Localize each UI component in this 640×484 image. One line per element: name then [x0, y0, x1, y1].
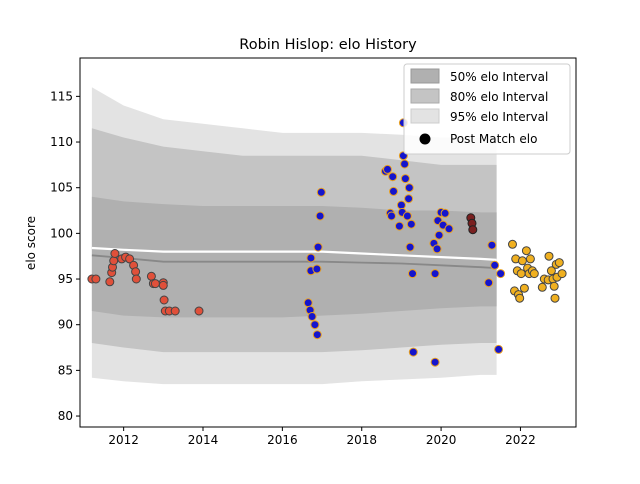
post-match-point	[307, 312, 317, 321]
post-match-point	[312, 330, 322, 340]
post-match-point	[519, 283, 529, 293]
trend-lines	[91, 246, 497, 269]
post-match-point	[109, 256, 119, 266]
post-match-point	[91, 274, 101, 284]
post-match-point	[306, 253, 316, 263]
post-match-point	[554, 258, 564, 268]
y-tick-label: 90	[58, 318, 73, 332]
x-tick-label: 2020	[426, 433, 457, 447]
y-tick-label: 100	[50, 226, 73, 240]
post-match-point	[383, 164, 392, 174]
post-match-point	[544, 251, 554, 261]
post-match-point	[440, 208, 450, 218]
post-match-point	[432, 244, 442, 254]
post-match-point	[517, 256, 527, 266]
post-match-point	[430, 269, 440, 279]
post-match-point	[387, 211, 396, 221]
post-match-point	[537, 282, 547, 292]
post-match-point	[158, 280, 168, 290]
post-match-point	[525, 254, 535, 264]
y-axis-label: elo score	[24, 216, 38, 270]
x-tick-label: 2012	[108, 433, 139, 447]
mean-line	[91, 246, 497, 261]
legend-label-post-match: Post Match elo	[450, 132, 537, 146]
x-tick-label: 2022	[505, 433, 536, 447]
plot-frame	[79, 57, 577, 428]
post-match-point	[388, 172, 398, 182]
post-match-point	[310, 320, 320, 330]
post-match-point	[150, 279, 160, 289]
post-match-point	[110, 249, 120, 258]
legend-label-95: 95% elo Interval	[450, 110, 548, 124]
y-axis: 80 85 90 95 100 105 110 115	[50, 89, 80, 423]
post-match-point	[404, 183, 414, 193]
post-match-point	[444, 224, 454, 234]
post-match-point	[406, 219, 416, 229]
legend-label-80: 80% elo Interval	[450, 90, 548, 104]
post-match-point	[125, 254, 135, 264]
x-tick-label: 2016	[267, 433, 298, 447]
post-match-point	[315, 211, 325, 221]
chart-title: Robin Hislop: elo History	[239, 37, 417, 53]
post-match-point	[405, 242, 415, 252]
post-match-point	[313, 242, 323, 252]
post-match-point	[404, 194, 414, 204]
y-tick-label: 95	[58, 272, 73, 286]
post-match-point	[490, 260, 500, 270]
post-match-point	[194, 306, 204, 316]
median-line	[91, 254, 497, 269]
legend-marker-post-match	[419, 133, 431, 145]
post-match-point	[131, 274, 141, 284]
legend: 50% elo Interval 80% elo Interval 95% el…	[403, 63, 571, 155]
y-tick-label: 80	[58, 409, 73, 423]
post-match-point	[508, 239, 517, 249]
post-match-point	[494, 344, 504, 354]
y-tick-label: 110	[50, 135, 73, 149]
legend-swatch-80	[410, 88, 440, 104]
post-match-point	[303, 298, 313, 308]
legend-swatch-95	[410, 108, 440, 124]
post-match-point	[430, 357, 440, 367]
post-match-point	[487, 240, 497, 250]
post-match-point	[408, 347, 418, 357]
post-match-point	[408, 269, 417, 279]
post-match-point	[529, 269, 539, 279]
post-match-point	[496, 269, 506, 279]
post-match-point	[312, 264, 322, 274]
post-match-point	[396, 200, 406, 210]
post-match-point	[159, 295, 169, 305]
post-match-point	[515, 293, 525, 303]
post-match-point	[550, 293, 560, 303]
post-match-point	[394, 221, 404, 231]
y-tick-label: 85	[58, 363, 73, 377]
post-match-point	[131, 267, 141, 277]
post-match-point	[400, 159, 410, 169]
legend-label-50: 50% elo Interval	[450, 70, 548, 84]
y-tick-label: 115	[50, 89, 73, 103]
post-match-point	[146, 271, 156, 281]
x-tick-label: 2014	[188, 433, 219, 447]
post-match-point	[557, 269, 567, 279]
y-tick-label: 105	[50, 181, 73, 195]
post-match-point	[521, 246, 531, 256]
legend-swatch-50	[410, 68, 440, 84]
post-match-point	[105, 277, 115, 287]
post-match-point	[402, 211, 412, 221]
post-match-point	[316, 187, 326, 197]
post-match-point	[549, 281, 559, 291]
post-match-point	[400, 174, 410, 184]
post-match-point	[484, 278, 494, 288]
post-match-points	[87, 118, 567, 367]
post-match-point	[434, 230, 444, 240]
legend-box	[403, 63, 571, 155]
post-match-point	[170, 306, 180, 316]
post-match-point	[389, 186, 398, 196]
x-axis: 2012 2014 2016 2018 2020 2022	[108, 427, 536, 447]
post-match-point	[468, 225, 478, 235]
x-tick-label: 2018	[346, 433, 377, 447]
